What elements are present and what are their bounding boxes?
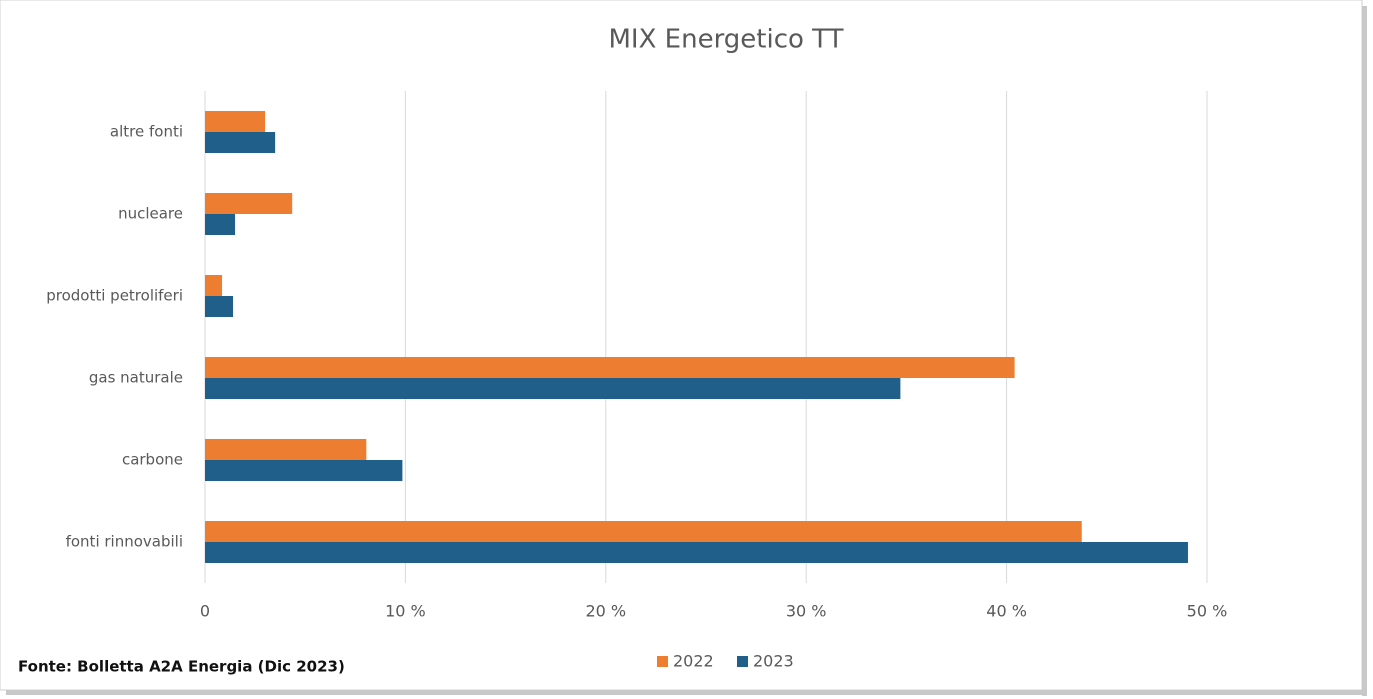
bar — [205, 214, 236, 235]
y-tick-label: prodotti petroliferi — [46, 287, 183, 305]
bar — [205, 111, 266, 132]
source-note: Fonte: Bolletta A2A Energia (Dic 2023) — [18, 658, 345, 676]
bar — [205, 132, 276, 153]
legend-swatch — [737, 656, 748, 667]
y-tick-label: gas naturale — [89, 369, 183, 387]
legend-label: 2023 — [753, 652, 794, 671]
bar — [205, 460, 403, 481]
bar — [205, 521, 1082, 542]
y-tick-label: nucleare — [118, 205, 183, 223]
bar — [205, 275, 223, 296]
x-tick-label: 20 % — [585, 602, 626, 621]
chart-title: MIX Energetico TT — [608, 25, 843, 55]
y-tick-label: altre fonti — [110, 123, 183, 141]
x-tick-label: 50 % — [1187, 602, 1228, 621]
x-tick-label: 40 % — [986, 602, 1027, 621]
y-tick-label: carbone — [122, 451, 183, 469]
bar — [205, 542, 1188, 563]
y-tick-label: fonti rinnovabili — [66, 533, 183, 551]
legend-swatch — [657, 656, 668, 667]
bar — [205, 357, 1015, 378]
x-tick-label: 30 % — [786, 602, 827, 621]
bar — [205, 193, 293, 214]
x-tick-label: 10 % — [385, 602, 426, 621]
bar — [205, 296, 234, 317]
bar — [205, 378, 901, 399]
frame-shadow — [6, 690, 1367, 695]
x-tick-label: 0 — [200, 602, 210, 621]
legend-label: 2022 — [673, 652, 714, 671]
bar — [205, 439, 367, 460]
frame-shadow — [1362, 6, 1367, 696]
